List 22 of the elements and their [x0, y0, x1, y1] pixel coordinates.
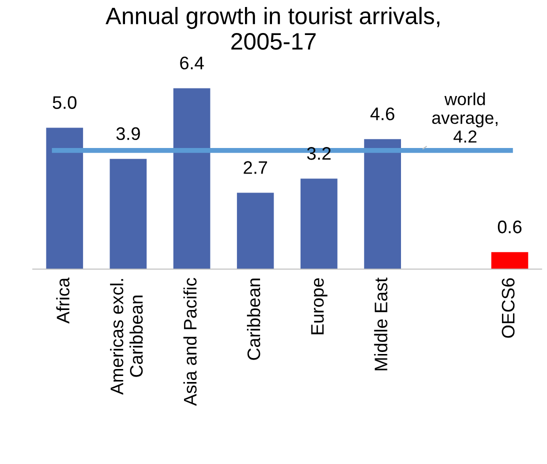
data-label: 4.6 [370, 107, 394, 120]
x-tick-label: Americas excl. Caribbean [110, 279, 143, 395]
data-label: 5.0 [52, 96, 76, 109]
x-tick-label: Caribbean [246, 278, 260, 360]
x-tick-label: Asia and Pacific [183, 278, 197, 406]
ref-line-label: world average, 4.2 [432, 92, 498, 143]
data-label: 2.7 [244, 161, 268, 174]
chart-title: Annual growth in tourist arrivals, 2005-17 [106, 6, 440, 50]
x-tick-label: Europe [311, 278, 328, 334]
data-label: 6.4 [180, 56, 204, 70]
x-tick-label: Middle East [374, 278, 388, 370]
bar [236, 192, 274, 270]
bar [491, 252, 528, 270]
data-label: 0.6 [498, 220, 522, 234]
data-label: 3.9 [116, 127, 140, 140]
bar [46, 128, 84, 270]
x-tick-label: Africa [56, 277, 70, 324]
bar [110, 158, 147, 270]
bar [364, 139, 401, 270]
bar [173, 88, 210, 270]
bar [300, 178, 338, 270]
x-tick-label: OECS6 [502, 278, 515, 338]
